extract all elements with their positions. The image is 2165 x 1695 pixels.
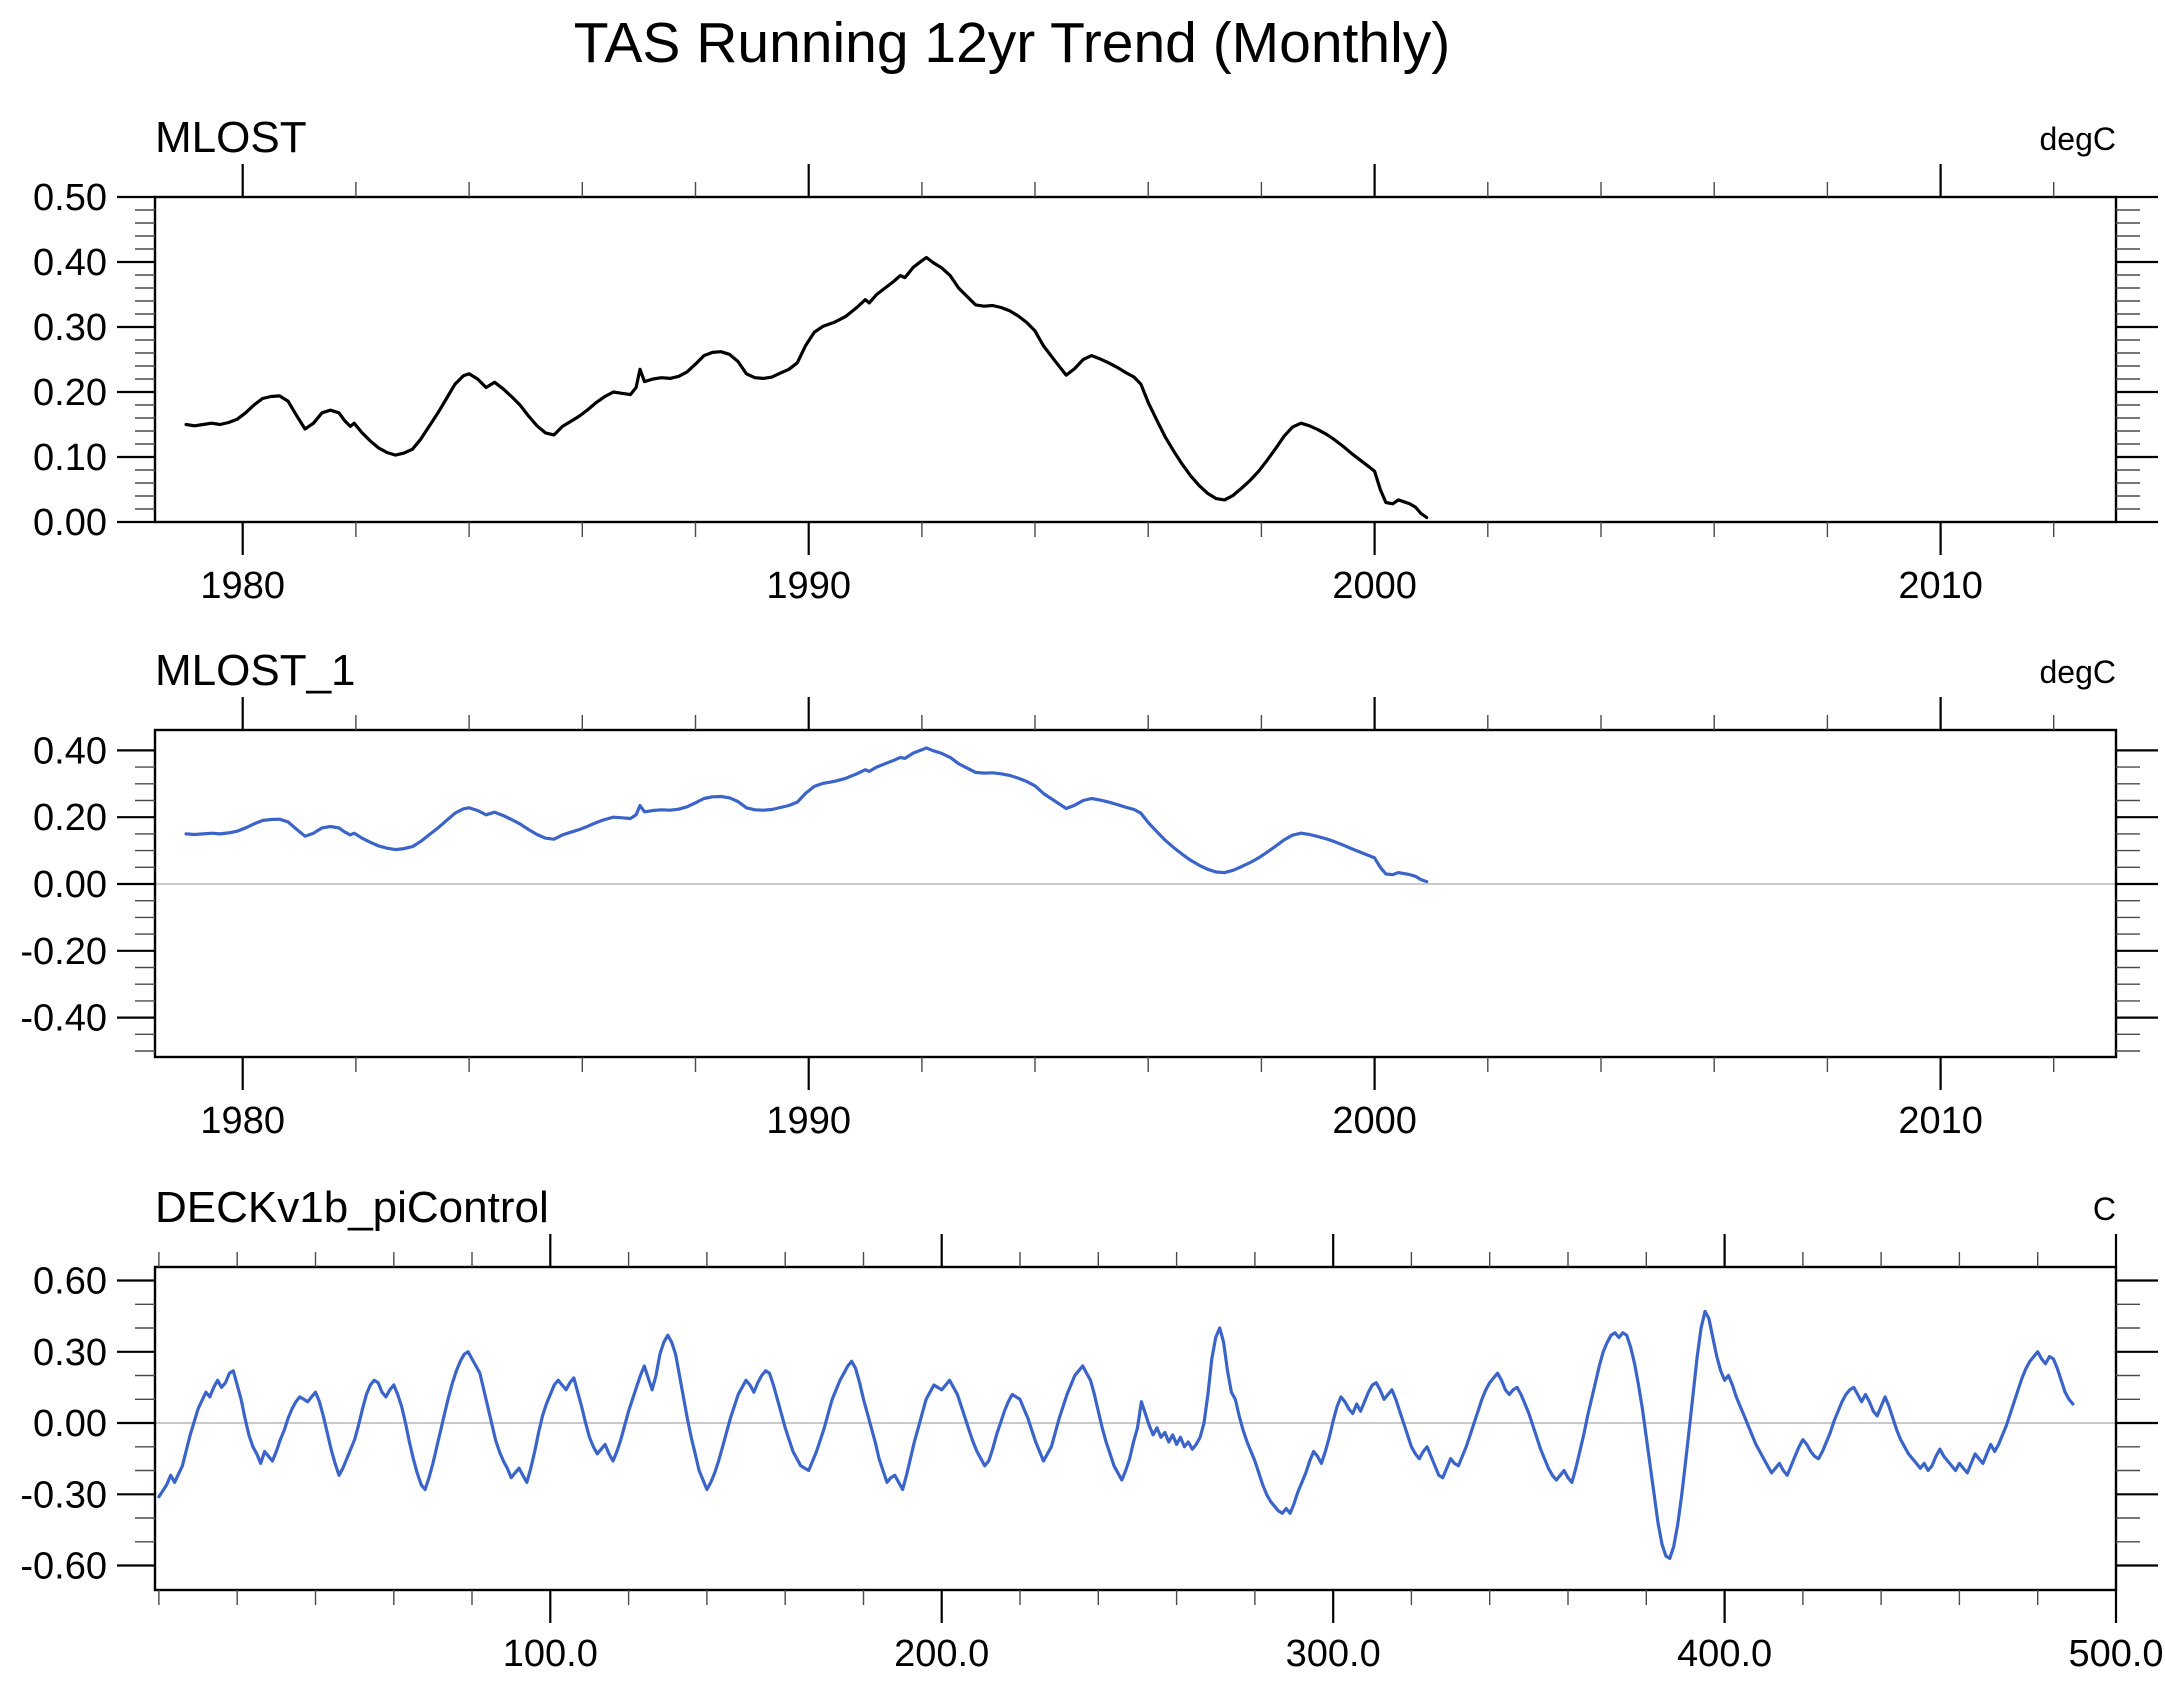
panel-3-y-tick-label: 0.30: [33, 1332, 107, 1374]
panel-3-x-tick-label: 500.0: [2068, 1633, 2163, 1675]
panel-1-tick-labels: 0.00 0.10 0.20 0.30 0.40 0.50 1980 1990 2000 2010: [33, 177, 1983, 607]
panel-1-y-tick-label: 0.00: [33, 502, 107, 544]
panel-3-x-tick-label: 200.0: [894, 1633, 989, 1675]
panel-1-unit-label: degC: [2040, 121, 2117, 157]
panel-1-y-tick-label: 0.20: [33, 372, 107, 414]
panel-3-x-tick-label: 300.0: [1286, 1633, 1381, 1675]
panel-3-tick-labels: -0.60 -0.30 0.00 0.30 0.60 100.0 200.0 300.0 400…: [20, 1261, 2163, 1675]
panel-2-x-tick-label: 2000: [1332, 1100, 1417, 1142]
panel-1-y-tick-label: 0.30: [33, 307, 107, 349]
panel-3-axis-ticks: [117, 1234, 2158, 1623]
panel-3-x-tick-label: 400.0: [1677, 1633, 1772, 1675]
panel-3-title: DECKv1b_piControl: [155, 1183, 549, 1232]
panel-2-unit-label: degC: [2040, 654, 2117, 690]
panel-1-y-tick-label: 0.10: [33, 437, 107, 479]
deckv1b-picontrol-line: [157, 1309, 2075, 1560]
panel-1-frame: [153, 195, 2118, 524]
panel-1-x-tick-label: 2010: [1898, 565, 1983, 607]
panel-3-x-tick-label: 100.0: [503, 1633, 598, 1675]
mlost-line: [184, 255, 1429, 520]
panel-1-x-tick-label: 2000: [1332, 565, 1417, 607]
panel-2-y-tick-label: 0.00: [33, 864, 107, 906]
panel-2-x-tick-label: 2010: [1898, 1100, 1983, 1142]
panel-3-plot-area: -0.60 -0.30 0.00 0.30 0.60 100.0 200.0 300.0 400…: [20, 1234, 2164, 1675]
panels-container: 0.00 0.10 0.20 0.30 0.40 0.50 1980 1990 2000 2010…: [20, 164, 2164, 1675]
panel-2-plot-area: -0.40 -0.20 0.00 0.20 0.40 1980 1990 2000 2010: [20, 697, 2158, 1142]
panel-2-y-tick-label: 0.40: [33, 730, 107, 772]
panel-1-y-tick-label: 0.50: [33, 177, 107, 219]
panel-2-tick-labels: -0.40 -0.20 0.00 0.20 0.40 1980 1990 2000 2010: [20, 730, 1982, 1142]
panel-2-axis-ticks: [117, 697, 2158, 1090]
mlost-1-line: [184, 746, 1429, 884]
panel-3-y-tick-label: 0.60: [33, 1261, 107, 1303]
panel-1-y-tick-label: 0.40: [33, 242, 107, 284]
panel-3-y-tick-label: -0.30: [20, 1474, 107, 1516]
panel-2-y-tick-label: -0.20: [20, 931, 107, 973]
panel-3-unit-label: C: [2093, 1191, 2116, 1227]
panel-1-title: MLOST: [155, 113, 307, 162]
panel-2-title: MLOST_1: [155, 646, 356, 695]
panel-2-y-tick-label: 0.20: [33, 797, 107, 839]
panel-1-x-tick-label: 1980: [200, 565, 285, 607]
panel-3-frame: [153, 1265, 2118, 1592]
panel-2-y-tick-label: -0.40: [20, 998, 107, 1040]
panel-1-plot-area: 0.00 0.10 0.20 0.30 0.40 0.50 1980 1990 2000 2010: [33, 164, 2158, 607]
panel-1-x-tick-label: 1990: [766, 565, 851, 607]
panel-3-y-tick-label: 0.00: [33, 1403, 107, 1445]
panel-1-axis-ticks: [117, 164, 2158, 555]
panel-2-x-tick-label: 1980: [200, 1100, 285, 1142]
panel-3-y-tick-label: -0.60: [20, 1546, 107, 1588]
panel-2-x-tick-label: 1990: [766, 1100, 851, 1142]
main-title: TAS Running 12yr Trend (Monthly): [574, 11, 1451, 75]
panel-2-frame: [153, 728, 2118, 1059]
